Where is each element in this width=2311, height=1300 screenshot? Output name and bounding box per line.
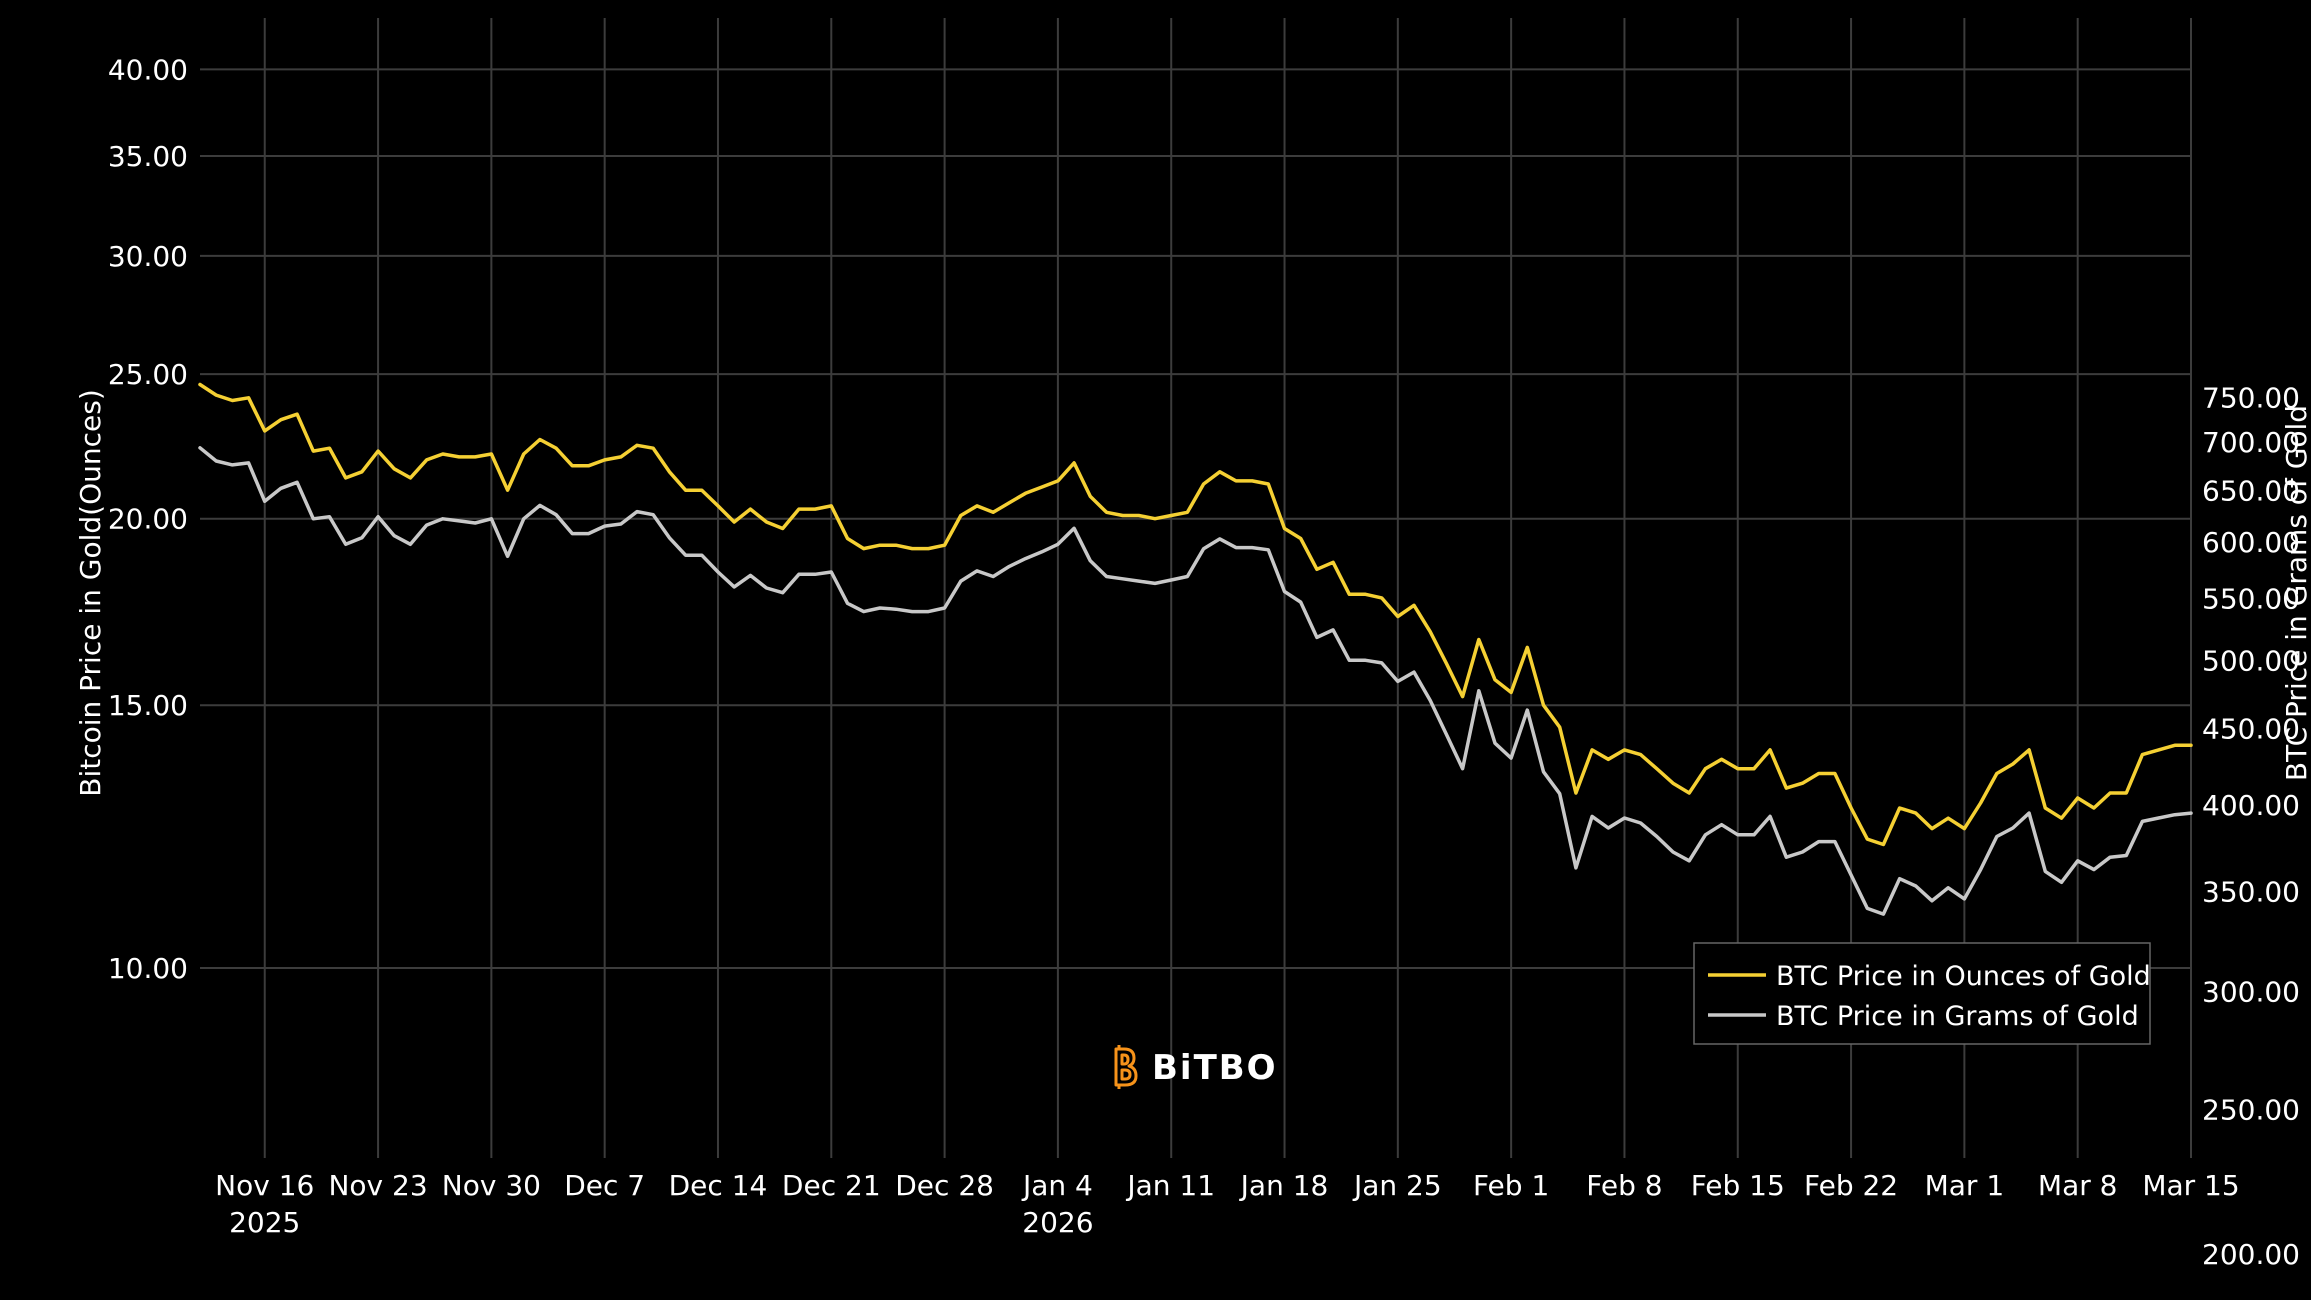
legend-label: BTC Price in Grams of Gold (1776, 1001, 2139, 1032)
x-tick-label: Mar 8 (2038, 1169, 2118, 1202)
right-tick-label: 700.00 (2202, 426, 2300, 459)
x-tick-label: Feb 15 (1691, 1169, 1785, 1202)
left-axis-title: Bitcoin Price in Gold(Ounces) (74, 389, 107, 797)
x-tick-label: Feb 1 (1473, 1169, 1549, 1202)
x-tick-label: Jan 25 (1352, 1169, 1442, 1202)
left-tick-label: 20.00 (108, 503, 188, 536)
x-tick-label: Dec 7 (564, 1169, 645, 1202)
right-tick-label: 550.00 (2202, 583, 2300, 616)
right-axis-title: BTC Price in Grams of Gold (2280, 405, 2311, 781)
series-line-ounces (198, 382, 2193, 847)
series-line-grams (198, 446, 2193, 916)
right-tick-label: 200.00 (2202, 1238, 2300, 1271)
left-tick-label: 30.00 (108, 240, 188, 273)
right-tick-label: 450.00 (2202, 713, 2300, 746)
legend-box (1693, 942, 2151, 1045)
x-axis-ticks: Nov 16 2025 Nov 23 Nov 30 Dec 7 Dec 14 Dec 21 D… (215, 1169, 2240, 1239)
left-tick-label: 40.00 (108, 53, 188, 86)
x-tick-label: Dec 28 (895, 1169, 994, 1202)
left-tick-label: 35.00 (108, 140, 188, 173)
x-tick-year: 2026 (1022, 1206, 1093, 1239)
bitbo-logo: BiTBO (1114, 1045, 1278, 1089)
x-tick-label: Dec 21 (782, 1169, 881, 1202)
x-tick-label: Feb 8 (1586, 1169, 1662, 1202)
right-tick-label: 750.00 (2202, 382, 2300, 415)
x-tick-label: Jan 18 (1239, 1169, 1329, 1202)
right-tick-label: 250.00 (2202, 1094, 2300, 1127)
x-tick-label: Mar 15 (2142, 1169, 2239, 1202)
right-tick-label: 400.00 (2202, 789, 2300, 822)
x-tick-label: Jan 11 (1125, 1169, 1215, 1202)
x-tick-label: Dec 14 (669, 1169, 768, 1202)
series-layer (198, 382, 2193, 916)
legend-label: BTC Price in Ounces of Gold (1776, 961, 2151, 992)
right-tick-label: 650.00 (2202, 474, 2300, 507)
x-tick-label: Feb 22 (1804, 1169, 1898, 1202)
legend: BTC Price in Ounces of Gold BTC Price in … (1693, 942, 2151, 1045)
x-tick-year: 2025 (229, 1206, 300, 1239)
right-tick-label: 300.00 (2202, 975, 2300, 1008)
right-tick-label: 500.00 (2202, 644, 2300, 677)
left-tick-label: 15.00 (108, 689, 188, 722)
right-tick-label: 600.00 (2202, 526, 2300, 559)
left-tick-label: 25.00 (108, 358, 188, 391)
x-tick-label: Nov 30 (442, 1169, 541, 1202)
x-tick-label: Jan 4 (1021, 1169, 1093, 1202)
x-tick-label: Mar 1 (1925, 1169, 2005, 1202)
bitbo-logo-text: BiTBO (1152, 1048, 1278, 1088)
x-tick-label: Nov 16 (215, 1169, 314, 1202)
x-tick-label: Nov 23 (328, 1169, 427, 1202)
bitbo-logo-icon (1114, 1045, 1138, 1089)
right-axis-ticks: 200.00 250.00 300.00 350.00 400.00 450.00 500.… (2202, 382, 2300, 1272)
left-tick-label: 10.00 (108, 952, 188, 985)
left-axis-ticks: 10.00 15.00 20.00 25.00 30.00 35.00 40.00 (108, 53, 188, 985)
right-tick-label: 350.00 (2202, 875, 2300, 908)
